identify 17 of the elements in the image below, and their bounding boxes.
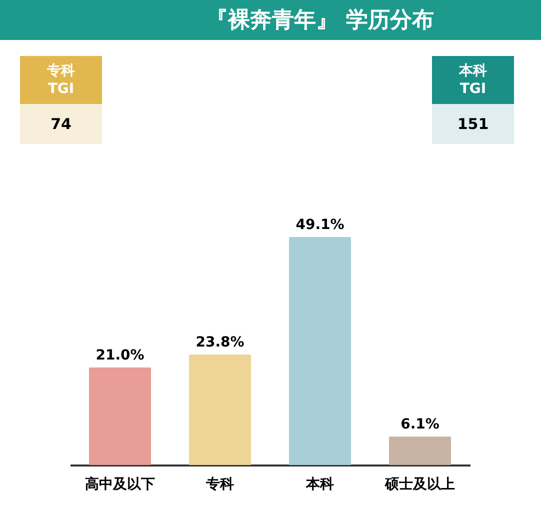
x-tick-label: 高中及以下 bbox=[85, 476, 155, 492]
bar bbox=[289, 237, 351, 465]
x-tick-label: 硕士及以上 bbox=[384, 476, 455, 492]
data-label: 49.1% bbox=[296, 217, 344, 233]
bar bbox=[189, 354, 251, 465]
bar bbox=[389, 436, 451, 465]
text: 专科 TGI bbox=[46, 62, 75, 97]
data-label: 6.1% bbox=[400, 416, 440, 433]
chart-title: 『裸奔青年』 学历分布 bbox=[206, 8, 434, 33]
data-label: 23.8% bbox=[196, 334, 244, 350]
text: 151 bbox=[457, 115, 489, 133]
text: 74 bbox=[50, 115, 72, 133]
data-label: 21.0% bbox=[96, 347, 144, 364]
text: 本科 TGI bbox=[458, 63, 487, 97]
bar bbox=[89, 367, 151, 465]
x-tick-label: 专科 bbox=[205, 476, 234, 492]
x-tick-label: 本科 bbox=[305, 476, 334, 492]
